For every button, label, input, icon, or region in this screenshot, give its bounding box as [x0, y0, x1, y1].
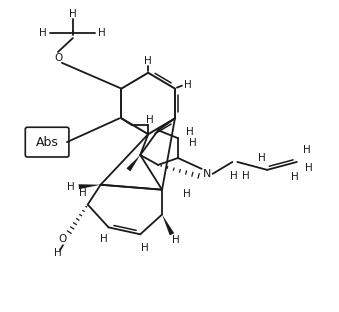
Polygon shape — [126, 155, 140, 171]
Text: H: H — [79, 188, 87, 198]
Text: H: H — [67, 182, 75, 192]
Text: H: H — [100, 234, 107, 244]
Text: H: H — [141, 243, 149, 253]
Text: H: H — [230, 171, 237, 181]
Text: H: H — [183, 189, 191, 199]
Text: H: H — [144, 56, 152, 66]
Polygon shape — [162, 214, 174, 236]
Text: O: O — [59, 234, 67, 244]
Text: H: H — [184, 80, 192, 90]
FancyBboxPatch shape — [25, 127, 69, 157]
Text: H: H — [291, 172, 299, 182]
Text: H: H — [172, 235, 180, 245]
Text: H: H — [186, 127, 194, 137]
Text: H: H — [305, 163, 313, 173]
Text: H: H — [146, 115, 154, 125]
Text: H: H — [69, 9, 77, 19]
Text: H: H — [39, 28, 47, 38]
Text: H: H — [303, 145, 311, 155]
Text: N: N — [202, 169, 211, 179]
Text: H: H — [258, 153, 266, 163]
Text: H: H — [189, 138, 197, 148]
Text: H: H — [54, 248, 62, 258]
Polygon shape — [79, 184, 101, 189]
Text: H: H — [98, 28, 105, 38]
Text: O: O — [54, 53, 62, 63]
Text: Abs: Abs — [36, 136, 59, 149]
Text: H: H — [242, 171, 250, 181]
